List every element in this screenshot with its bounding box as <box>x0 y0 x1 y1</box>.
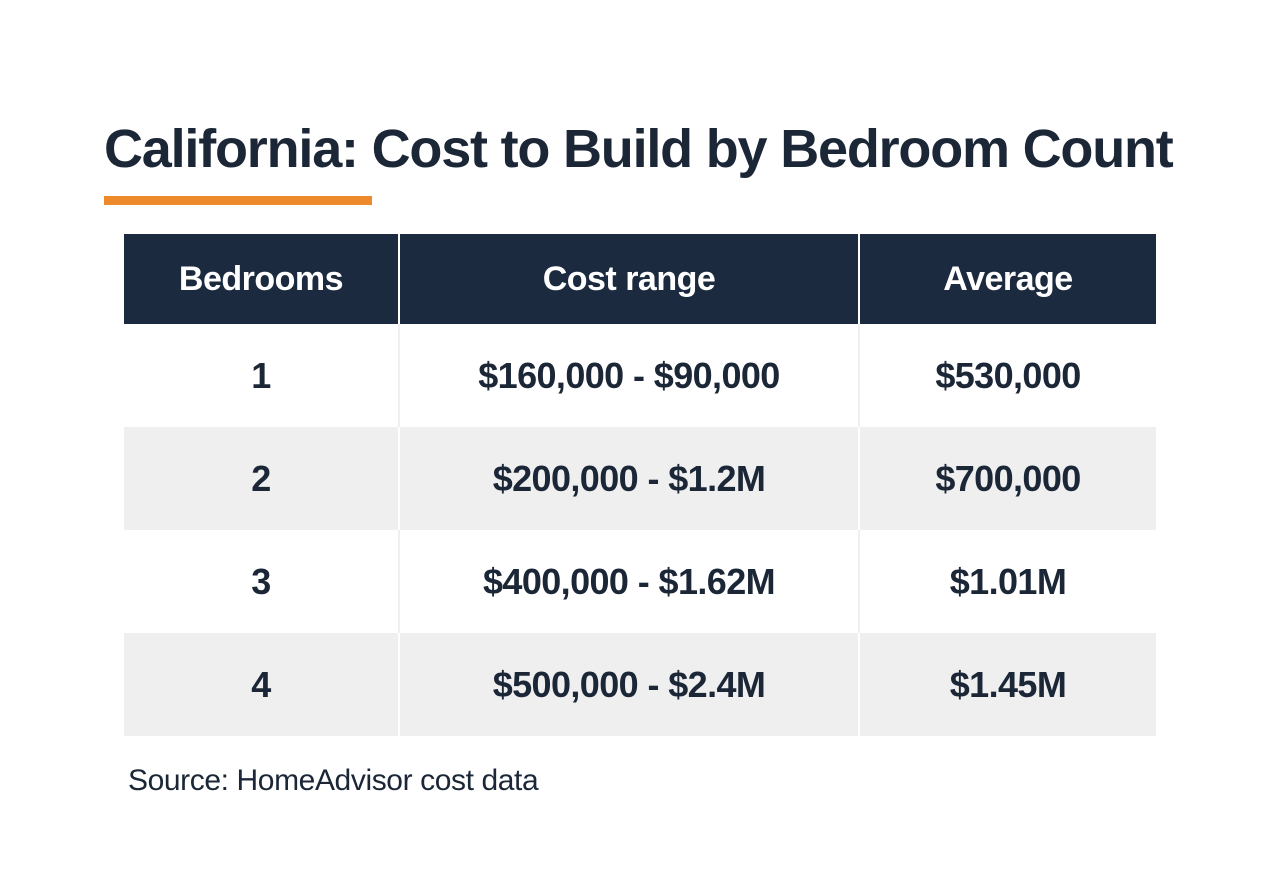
table-row: 2 $200,000 - $1.2M $700,000 <box>124 427 1156 530</box>
header-cost-range: Cost range <box>399 234 860 324</box>
header-bedrooms: Bedrooms <box>124 234 400 324</box>
cell-cost-range: $160,000 - $90,000 <box>399 324 860 427</box>
cost-table: Bedrooms Cost range Average 1 $160,000 -… <box>124 234 1156 736</box>
cell-cost-range: $500,000 - $2.4M <box>399 633 860 736</box>
title-accent-underline <box>104 196 372 205</box>
cell-average: $1.45M <box>859 633 1156 736</box>
cell-cost-range: $200,000 - $1.2M <box>399 427 860 530</box>
table-row: 1 $160,000 - $90,000 $530,000 <box>124 324 1156 427</box>
table-header: Bedrooms Cost range Average <box>124 234 1156 324</box>
cell-average: $530,000 <box>859 324 1156 427</box>
header-row: Bedrooms Cost range Average <box>124 234 1156 324</box>
cell-bedrooms: 1 <box>124 324 400 427</box>
cell-average: $700,000 <box>859 427 1156 530</box>
cell-cost-range: $400,000 - $1.62M <box>399 530 860 633</box>
cell-bedrooms: 4 <box>124 633 400 736</box>
source-note: Source: HomeAdvisor cost data <box>128 764 539 797</box>
cell-bedrooms: 2 <box>124 427 400 530</box>
cell-average: $1.01M <box>859 530 1156 633</box>
table-body: 1 $160,000 - $90,000 $530,000 2 $200,000… <box>124 324 1156 736</box>
header-average: Average <box>859 234 1156 324</box>
chart-title: California: Cost to Build by Bedroom Cou… <box>104 119 1174 179</box>
table-row: 4 $500,000 - $2.4M $1.45M <box>124 633 1156 736</box>
cell-bedrooms: 3 <box>124 530 400 633</box>
table-row: 3 $400,000 - $1.62M $1.01M <box>124 530 1156 633</box>
